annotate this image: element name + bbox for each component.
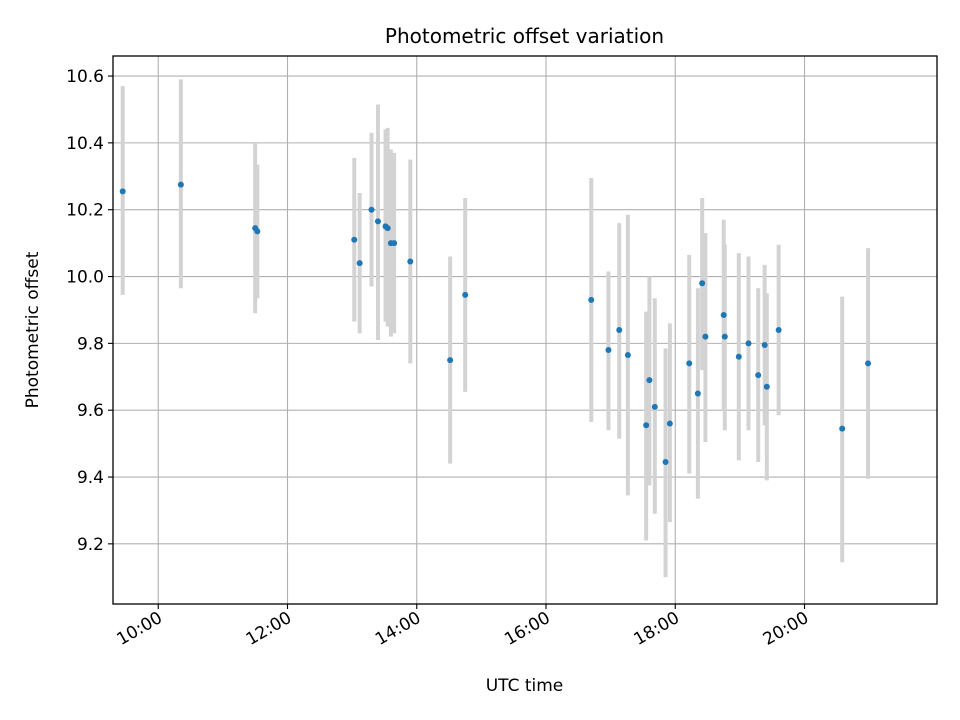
chart-title: Photometric offset variation <box>385 24 664 48</box>
y-axis-title: Photometric offset <box>23 251 43 408</box>
data-point <box>694 390 701 397</box>
data-point <box>374 218 381 225</box>
y-tick-label: 10.0 <box>66 268 104 288</box>
data-point <box>839 425 846 432</box>
plot-frame <box>112 55 938 605</box>
data-point <box>177 181 184 188</box>
y-tick-label: 9.8 <box>77 334 104 354</box>
data-point <box>588 296 595 303</box>
data-point <box>755 372 762 379</box>
data-point <box>447 357 454 364</box>
data-point <box>745 340 752 347</box>
data-point <box>119 188 126 195</box>
data-point <box>254 228 261 235</box>
data-point <box>702 333 709 340</box>
data-point <box>651 403 658 410</box>
data-point <box>720 311 727 318</box>
data-point <box>761 342 768 349</box>
data-point <box>391 240 398 247</box>
data-point <box>462 291 469 298</box>
data-point <box>605 347 612 354</box>
data-point <box>686 360 693 367</box>
y-tick-label: 9.2 <box>77 535 104 555</box>
data-point <box>384 225 391 232</box>
data-point <box>407 258 414 265</box>
y-tick-label: 9.4 <box>77 468 104 488</box>
data-point <box>666 420 673 427</box>
data-point <box>865 360 872 367</box>
data-points <box>119 181 872 465</box>
data-point <box>699 280 706 287</box>
y-tick-label: 9.6 <box>77 401 104 421</box>
x-axis-title: UTC time <box>486 676 564 696</box>
data-point <box>643 422 650 429</box>
data-point <box>368 206 375 213</box>
data-point <box>662 458 669 465</box>
data-point <box>721 333 728 340</box>
data-point <box>616 327 623 333</box>
data-point <box>356 260 363 267</box>
y-tick-label: 10.4 <box>66 134 104 154</box>
data-point <box>763 383 770 390</box>
data-point <box>735 353 742 360</box>
y-tick-label: 10.2 <box>66 201 104 221</box>
data-point <box>646 377 653 384</box>
data-point <box>775 327 782 333</box>
grid-lines <box>113 56 937 604</box>
data-point <box>351 236 358 243</box>
data-point <box>624 352 631 359</box>
y-tick-label: 10.6 <box>66 67 104 87</box>
